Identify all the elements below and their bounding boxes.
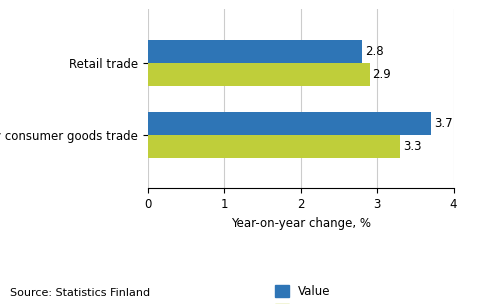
- Text: Source: Statistics Finland: Source: Statistics Finland: [10, 288, 150, 298]
- Legend: Value, Volume: Value, Volume: [270, 281, 347, 304]
- Text: 2.9: 2.9: [373, 68, 391, 81]
- Bar: [148, 63, 370, 86]
- Text: 3.7: 3.7: [434, 117, 452, 130]
- Text: 3.3: 3.3: [403, 140, 422, 153]
- Text: 2.8: 2.8: [365, 45, 384, 58]
- Bar: [148, 40, 362, 63]
- Bar: [148, 112, 431, 135]
- Bar: [148, 135, 400, 158]
- X-axis label: Year-on-year change, %: Year-on-year change, %: [231, 217, 371, 230]
